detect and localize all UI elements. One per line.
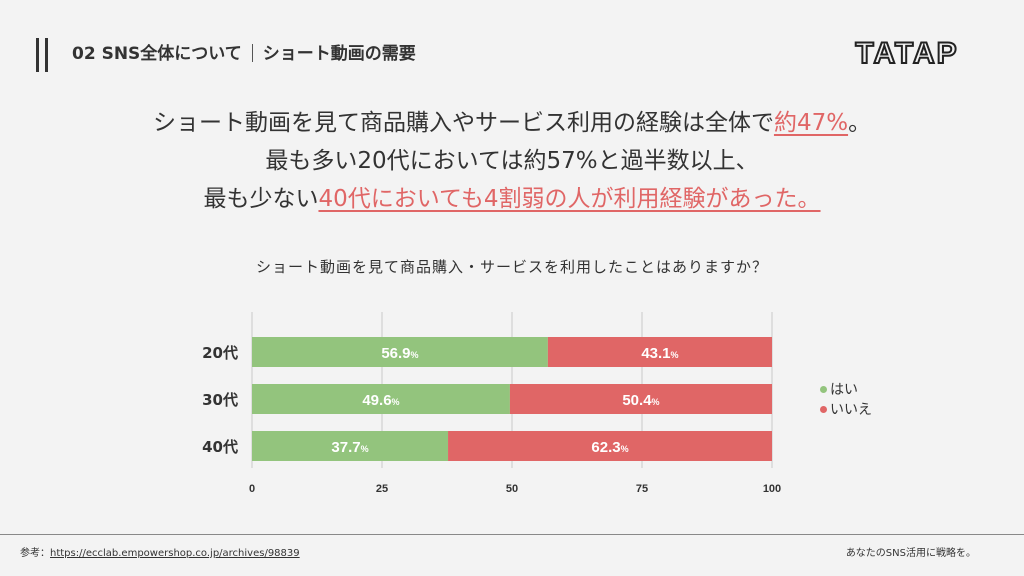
category-label-1: 30代 bbox=[202, 391, 238, 409]
headline-highlight-47: 約47% bbox=[773, 110, 849, 136]
header-bars-icon bbox=[36, 38, 54, 72]
footer-divider bbox=[0, 534, 1024, 535]
legend-label-yes: はい bbox=[830, 382, 858, 398]
x-tick-label-50: 50 bbox=[506, 483, 518, 495]
data-label-no-1: 50.4% bbox=[622, 392, 659, 409]
chart-title: ショート動画を見て商品購入・サービスを利用したことはありますか？ bbox=[255, 258, 768, 276]
headline-line-1-end: 。 bbox=[848, 110, 872, 136]
data-label-no-0: 43.1% bbox=[641, 345, 678, 362]
data-label-yes-0: 56.9% bbox=[381, 345, 418, 362]
chart-legend: はい いいえ bbox=[820, 380, 872, 420]
footer-source: 参考：https://ecclab.empowershop.co.jp/arch… bbox=[20, 544, 300, 559]
footer-tagline: あなたのSNS活用に戦略を。 bbox=[845, 548, 976, 559]
headline-line-2: 最も多い20代においては約57%と過半数以上、 bbox=[265, 148, 759, 174]
tatap-logo: TATAP bbox=[854, 36, 958, 70]
legend-dot-yes bbox=[820, 386, 827, 393]
headline-highlight-40s: 40代においても4割弱の人が利用経験があった。 bbox=[318, 186, 821, 212]
logo-text: TATAP bbox=[855, 37, 958, 70]
category-label-0: 20代 bbox=[202, 344, 238, 362]
headline: ショート動画を見て商品購入やサービス利用の経験は全体で約47%。 最も多い20代… bbox=[0, 104, 1024, 218]
category-label-2: 40代 bbox=[202, 438, 238, 456]
bar-yes-1 bbox=[252, 384, 510, 414]
data-label-yes-1: 49.6% bbox=[362, 392, 399, 409]
legend-item-yes: はい bbox=[820, 380, 872, 400]
data-label-yes-2: 37.7% bbox=[331, 439, 368, 456]
source-link[interactable]: https://ecclab.empowershop.co.jp/archive… bbox=[50, 548, 300, 559]
source-label: 参考： bbox=[20, 548, 50, 559]
legend-label-no: いいえ bbox=[830, 402, 872, 418]
section-title-left: 02 SNS全体について bbox=[72, 44, 242, 64]
section-title-right: ショート動画の需要 bbox=[262, 44, 416, 64]
bar-no-2 bbox=[448, 431, 772, 461]
section-title-divider bbox=[251, 44, 253, 62]
legend-dot-no bbox=[820, 406, 827, 413]
bar-yes-0 bbox=[252, 337, 548, 367]
x-tick-label-0: 0 bbox=[249, 483, 255, 495]
bar-yes-2 bbox=[252, 431, 449, 461]
headline-line-3-text: 最も少ない bbox=[203, 186, 319, 212]
headline-line-1-text: ショート動画を見て商品購入やサービス利用の経験は全体で bbox=[152, 110, 774, 136]
x-tick-label-75: 75 bbox=[636, 483, 648, 495]
section-title: 02 SNS全体について ショート動画の需要 bbox=[72, 42, 416, 66]
bar-no-0 bbox=[547, 337, 772, 367]
legend-item-no: いいえ bbox=[820, 400, 872, 420]
data-label-no-2: 62.3% bbox=[591, 439, 628, 456]
bar-no-1 bbox=[509, 384, 772, 414]
x-tick-label-100: 100 bbox=[763, 483, 781, 495]
stacked-bar-chart: 0 25 50 75 100 20代 56.9% 43.1% 30代 49.6% 50.4% 40代 3… bbox=[202, 312, 781, 495]
x-tick-label-25: 25 bbox=[376, 483, 388, 495]
headline-line-1: ショート動画を見て商品購入やサービス利用の経験は全体で約47%。 bbox=[0, 104, 1024, 142]
headline-line-3: 最も少ない40代においても4割弱の人が利用経験があった。 bbox=[0, 180, 1024, 218]
